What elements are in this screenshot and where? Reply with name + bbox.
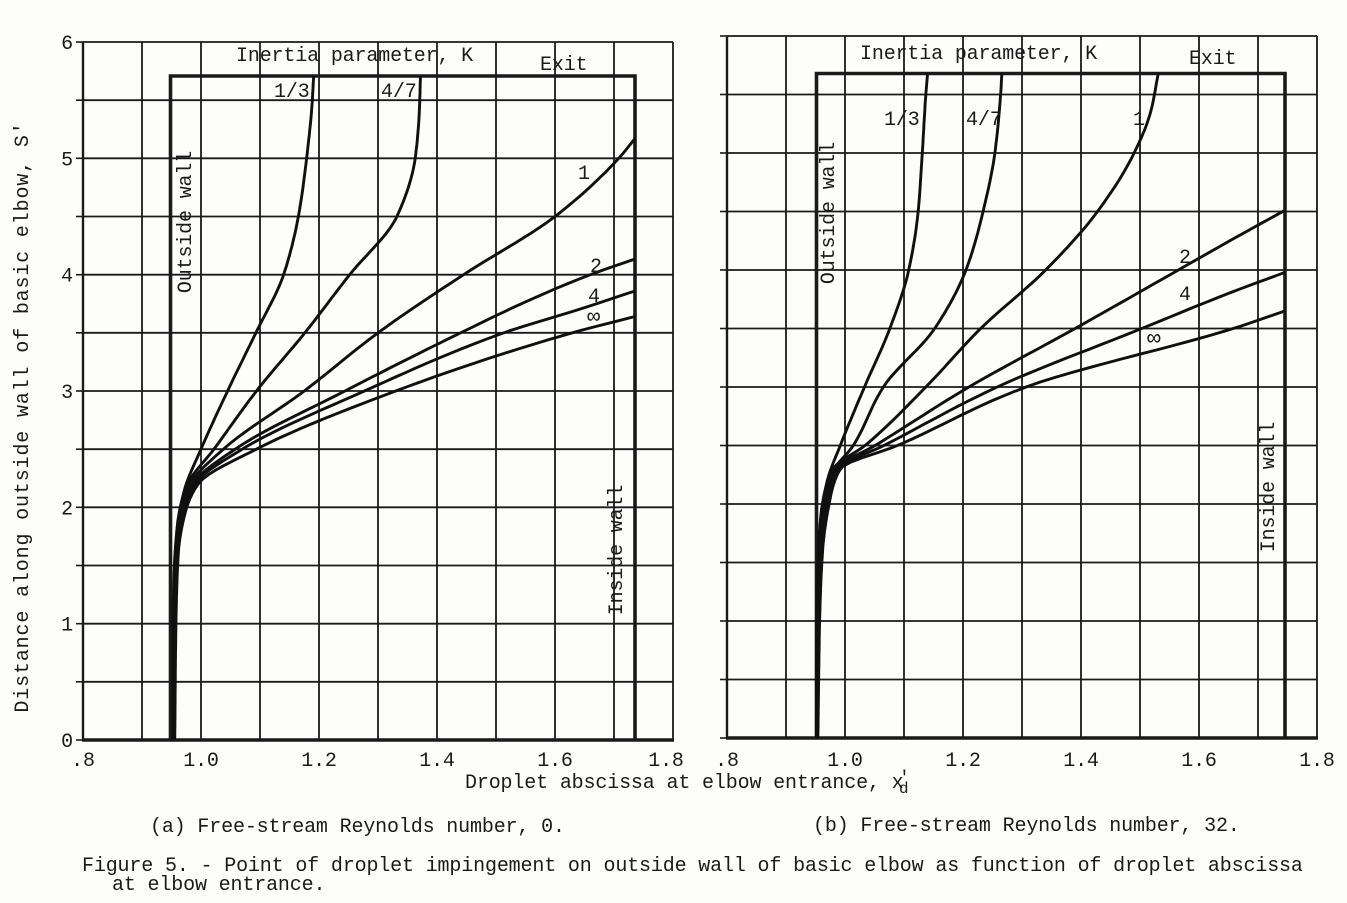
svg-text:1.4: 1.4	[419, 750, 455, 773]
svg-text:1.6: 1.6	[1181, 750, 1217, 773]
svg-text:4: 4	[1179, 284, 1191, 307]
svg-text:1.0: 1.0	[827, 750, 863, 773]
svg-text:1/3: 1/3	[274, 81, 310, 104]
svg-text:4: 4	[588, 286, 600, 309]
svg-text:at elbow entrance.: at elbow entrance.	[112, 874, 325, 897]
svg-text:1.2: 1.2	[301, 750, 337, 773]
svg-text:.8: .8	[715, 750, 739, 773]
svg-text:Outside wall: Outside wall	[175, 151, 198, 293]
svg-text:(a) Free-stream Reynolds numbe: (a) Free-stream Reynolds number, 0.	[150, 816, 565, 839]
svg-text:Figure 5. - Point of droplet i: Figure 5. - Point of droplet impingement…	[82, 855, 1303, 878]
svg-text:3: 3	[61, 382, 73, 405]
svg-text:4/7: 4/7	[381, 81, 417, 104]
svg-text:1.6: 1.6	[537, 750, 573, 773]
svg-text:4/7: 4/7	[966, 109, 1002, 132]
svg-text:1.2: 1.2	[945, 750, 981, 773]
svg-text:': '	[899, 769, 910, 789]
svg-text:Exit: Exit	[1189, 48, 1236, 71]
svg-text:Distance along outside wall of: Distance along outside wall of basic elb…	[12, 121, 35, 712]
svg-text:1/3: 1/3	[884, 109, 920, 132]
svg-text:Inertia parameter, K: Inertia parameter, K	[236, 45, 473, 68]
svg-text:Outside wall: Outside wall	[818, 142, 841, 284]
svg-text:1.8: 1.8	[648, 750, 684, 773]
svg-text:∞: ∞	[587, 305, 600, 330]
svg-text:0: 0	[61, 731, 73, 754]
svg-text:.8: .8	[71, 750, 95, 773]
svg-text:1.0: 1.0	[183, 750, 219, 773]
svg-text:Inertia parameter, K: Inertia parameter, K	[860, 43, 1097, 66]
svg-text:∞: ∞	[1147, 326, 1161, 352]
svg-text:1.4: 1.4	[1063, 750, 1099, 773]
svg-text:(b) Free-stream Reynolds numbe: (b) Free-stream Reynolds number, 32.	[813, 815, 1240, 838]
svg-text:d: d	[899, 780, 908, 798]
svg-text:Droplet abscissa at elbow entr: Droplet abscissa at elbow entrance, x	[465, 772, 904, 795]
svg-text:2: 2	[61, 498, 73, 521]
svg-text:2: 2	[590, 256, 602, 279]
svg-text:Exit: Exit	[540, 54, 587, 77]
svg-text:1: 1	[578, 163, 590, 186]
svg-text:2: 2	[1179, 247, 1191, 270]
svg-text:1: 1	[61, 615, 73, 638]
svg-text:1: 1	[1133, 109, 1145, 132]
svg-text:5: 5	[61, 149, 73, 172]
svg-text:1.8: 1.8	[1299, 750, 1335, 773]
svg-text:Inside wall: Inside wall	[1258, 422, 1281, 552]
svg-text:4: 4	[61, 266, 73, 289]
svg-text:Inside wall: Inside wall	[606, 485, 629, 615]
svg-text:6: 6	[61, 33, 73, 56]
